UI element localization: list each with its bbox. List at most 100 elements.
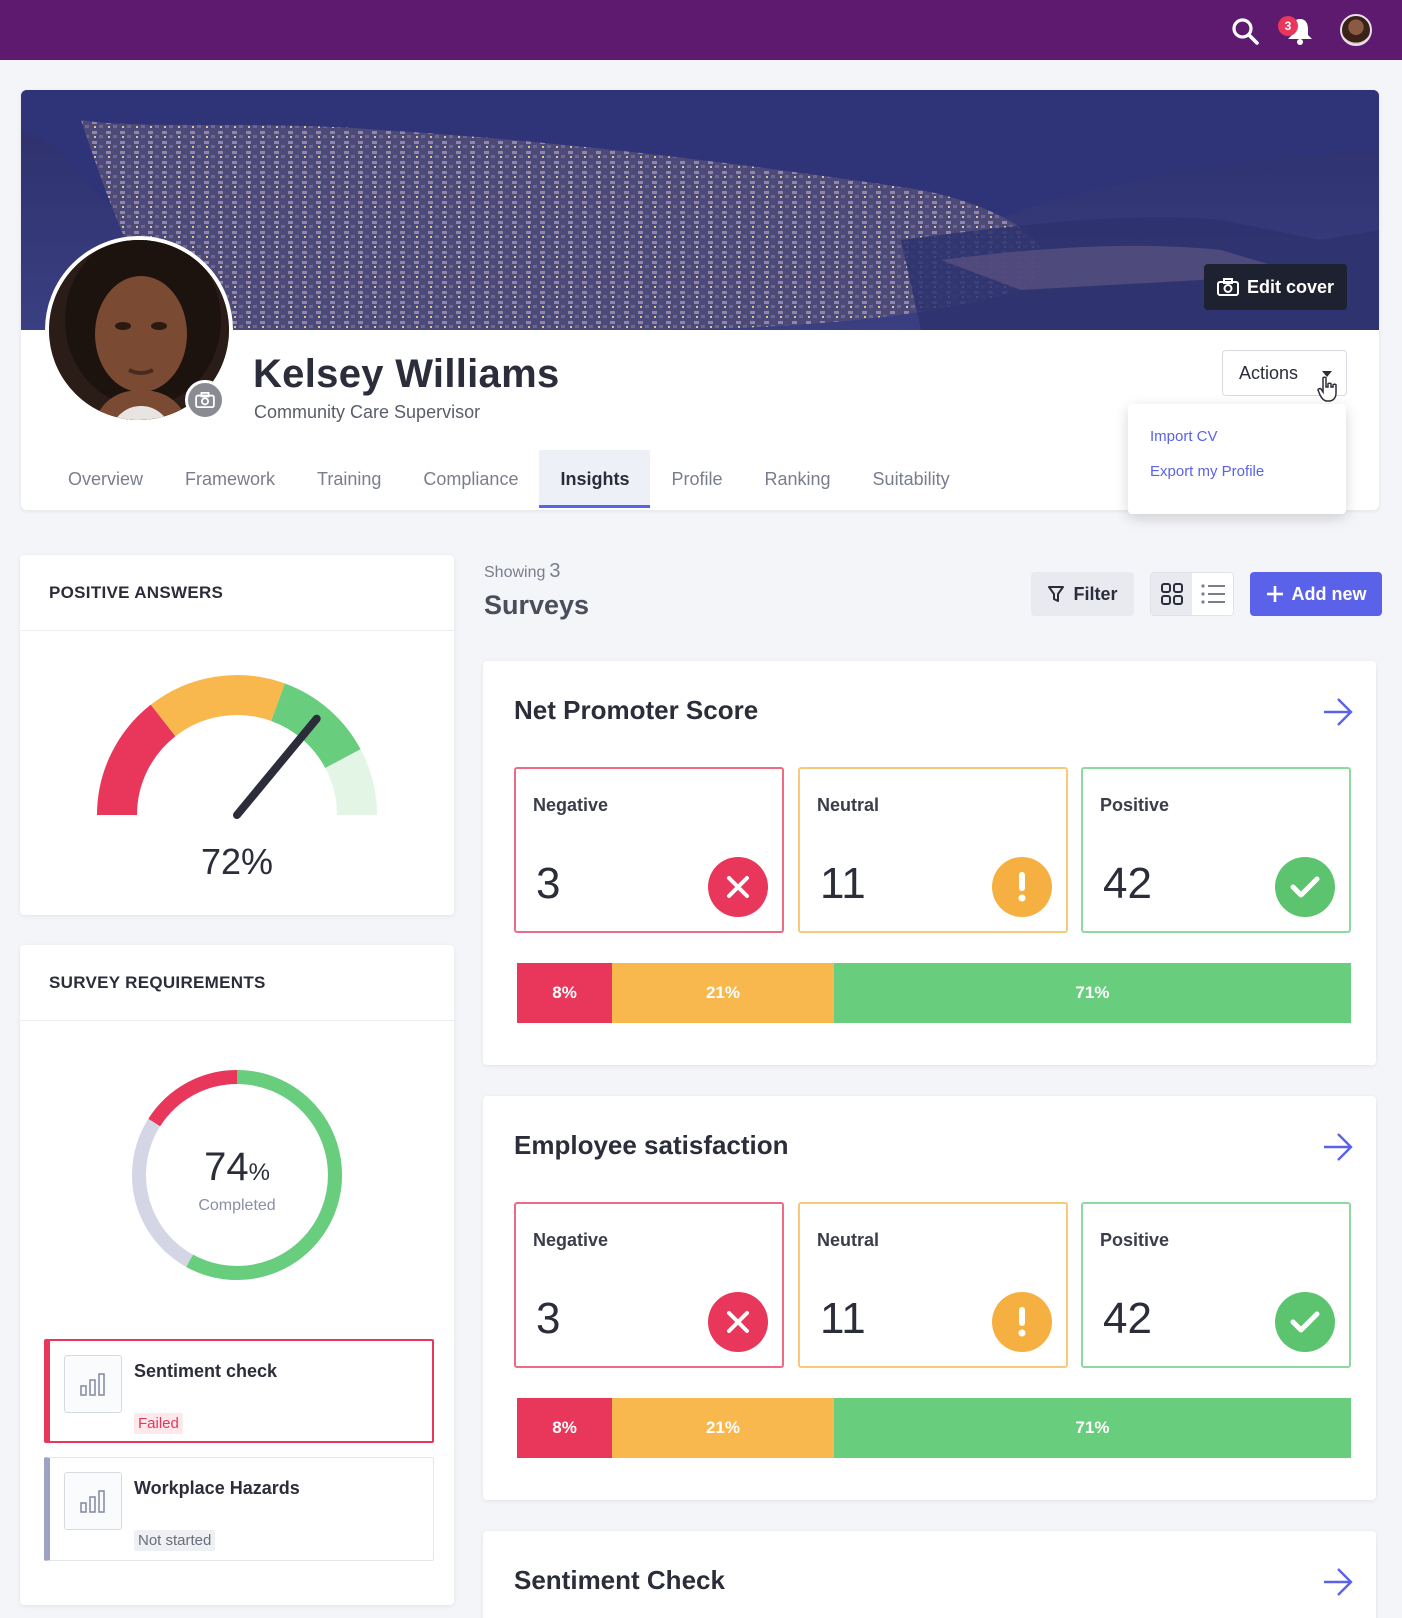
hand-cursor-icon: [1317, 376, 1337, 402]
completion-number: 74: [204, 1145, 249, 1189]
positive-metric: Positive 42: [1081, 767, 1351, 933]
tab-overview[interactable]: Overview: [68, 469, 144, 489]
completion-donut: [132, 1070, 342, 1280]
check-circle-icon: [1275, 1292, 1335, 1352]
tab-training[interactable]: Training: [317, 469, 382, 489]
showing-label: Showing: [484, 564, 546, 581]
positive-answers-panel: POSITIVE ANSWERS 72%: [20, 555, 454, 915]
tab-compliance[interactable]: Compliance: [423, 469, 519, 489]
neutral-metric: Neutral 11: [798, 1202, 1068, 1368]
status-badge: Not started: [134, 1530, 216, 1551]
metric-label: Neutral: [817, 1230, 880, 1250]
grid-icon: [1160, 583, 1183, 605]
sentiment-distribution-bar: 8% 21% 71%: [517, 1398, 1351, 1458]
bar-chart-icon: [64, 1355, 122, 1413]
exclamation-circle-icon: [992, 857, 1052, 917]
requirement-item-sentiment-check[interactable]: Sentiment check Failed: [44, 1339, 434, 1443]
plus-icon: [1266, 586, 1283, 602]
filter-label: Filter: [1073, 583, 1118, 604]
tab-ranking[interactable]: Ranking: [764, 469, 831, 489]
survey-requirements-panel: SURVEY REQUIREMENTS 74% Completed Sentim…: [20, 945, 454, 1605]
metric-value: 42: [1103, 1294, 1152, 1343]
survey-card-employee-satisfaction: Employee satisfaction Negative 3 Neutral…: [483, 1096, 1376, 1500]
completion-unit: %: [248, 1159, 270, 1186]
list-view-button[interactable]: [1192, 573, 1233, 615]
sentiment-distribution-bar: 8% 21% 71%: [517, 963, 1351, 1023]
metric-value: 11: [820, 1294, 866, 1343]
close-circle-icon: [708, 857, 768, 917]
filter-button[interactable]: Filter: [1031, 572, 1134, 616]
negative-metric: Negative 3: [514, 1202, 784, 1368]
add-new-label: Add new: [1291, 583, 1367, 604]
metric-label: Neutral: [817, 795, 880, 815]
showing-count: Showing 3: [484, 560, 561, 583]
top-bar: 3: [0, 0, 1402, 60]
metric-value: 3: [536, 859, 561, 908]
requirement-title: Sentiment check: [134, 1361, 278, 1381]
negative-segment: 8%: [517, 1398, 613, 1458]
metric-label: Negative: [533, 795, 609, 815]
metric-label: Negative: [533, 1230, 609, 1250]
neutral-metric: Neutral 11: [798, 767, 1068, 933]
actions-label: Actions: [1239, 362, 1299, 383]
neutral-segment: 21%: [612, 1398, 834, 1458]
profile-card: Edit cover Kelsey Williams Community Car…: [21, 90, 1379, 510]
change-photo-button[interactable]: [185, 380, 225, 420]
metric-label: Positive: [1100, 1230, 1170, 1250]
completion-label: Completed: [198, 1197, 276, 1214]
survey-requirements-title: SURVEY REQUIREMENTS: [20, 945, 454, 1021]
view-toggle: [1150, 572, 1234, 616]
survey-card-sentiment-check: Sentiment Check: [483, 1531, 1376, 1618]
metric-value: 42: [1103, 859, 1152, 908]
metric-label: Positive: [1100, 795, 1170, 815]
cover-image: [21, 90, 1379, 330]
metric-value: 11: [820, 859, 866, 908]
arrow-right-icon[interactable]: [1322, 697, 1354, 727]
status-badge: Failed: [134, 1413, 183, 1434]
profile-name: Kelsey Williams: [253, 352, 560, 396]
search-icon[interactable]: [1230, 16, 1260, 46]
bar-chart-icon: [64, 1472, 122, 1530]
tab-profile[interactable]: Profile: [671, 469, 723, 489]
actions-menu: Import CV Export my Profile: [1128, 404, 1346, 514]
arrow-right-icon[interactable]: [1322, 1132, 1354, 1162]
positive-metric: Positive 42: [1081, 1202, 1351, 1368]
positive-answers-title: POSITIVE ANSWERS: [20, 555, 454, 631]
positive-segment: 71%: [833, 1398, 1351, 1458]
list-icon: [1200, 584, 1225, 604]
tab-suitability[interactable]: Suitability: [872, 469, 950, 489]
gauge-neutral-arc: [150, 675, 285, 737]
menu-item-import-cv[interactable]: Import CV: [1150, 428, 1218, 445]
menu-item-export-profile[interactable]: Export my Profile: [1150, 463, 1265, 480]
user-avatar[interactable]: [1340, 14, 1372, 46]
survey-title: Employee satisfaction: [514, 1130, 789, 1160]
close-circle-icon: [708, 1292, 768, 1352]
arrow-right-icon[interactable]: [1322, 1567, 1354, 1597]
grid-view-button[interactable]: [1151, 573, 1192, 615]
camera-icon: [195, 392, 215, 408]
profile-role: Community Care Supervisor: [254, 402, 481, 422]
add-new-button[interactable]: Add new: [1250, 572, 1382, 616]
survey-count: 3: [549, 560, 561, 582]
gauge-negative-arc: [97, 704, 176, 816]
metric-value: 3: [536, 1294, 561, 1343]
positive-segment: 71%: [833, 963, 1351, 1023]
requirement-item-workplace-hazards[interactable]: Workplace Hazards Not started: [44, 1457, 434, 1561]
negative-metric: Negative 3: [514, 767, 784, 933]
edit-cover-button[interactable]: Edit cover: [1204, 264, 1347, 310]
survey-title: Sentiment Check: [514, 1565, 725, 1595]
positive-answers-value: 72%: [200, 841, 274, 882]
caret-down-icon: [1322, 371, 1332, 377]
camera-icon: [1216, 278, 1239, 296]
survey-card-nps: Net Promoter Score Negative 3 Neutral 11…: [483, 661, 1376, 1065]
gauge-needle: [233, 714, 321, 819]
requirement-title: Workplace Hazards: [134, 1478, 300, 1498]
notification-badge: 3: [1278, 16, 1298, 36]
check-circle-icon: [1275, 857, 1335, 917]
exclamation-circle-icon: [992, 1292, 1052, 1352]
negative-segment: 8%: [517, 963, 613, 1023]
completion-value: 74%: [127, 1145, 347, 1190]
tab-framework[interactable]: Framework: [185, 469, 276, 489]
tab-insights[interactable]: Insights: [539, 450, 651, 508]
survey-title: Net Promoter Score: [514, 695, 759, 725]
